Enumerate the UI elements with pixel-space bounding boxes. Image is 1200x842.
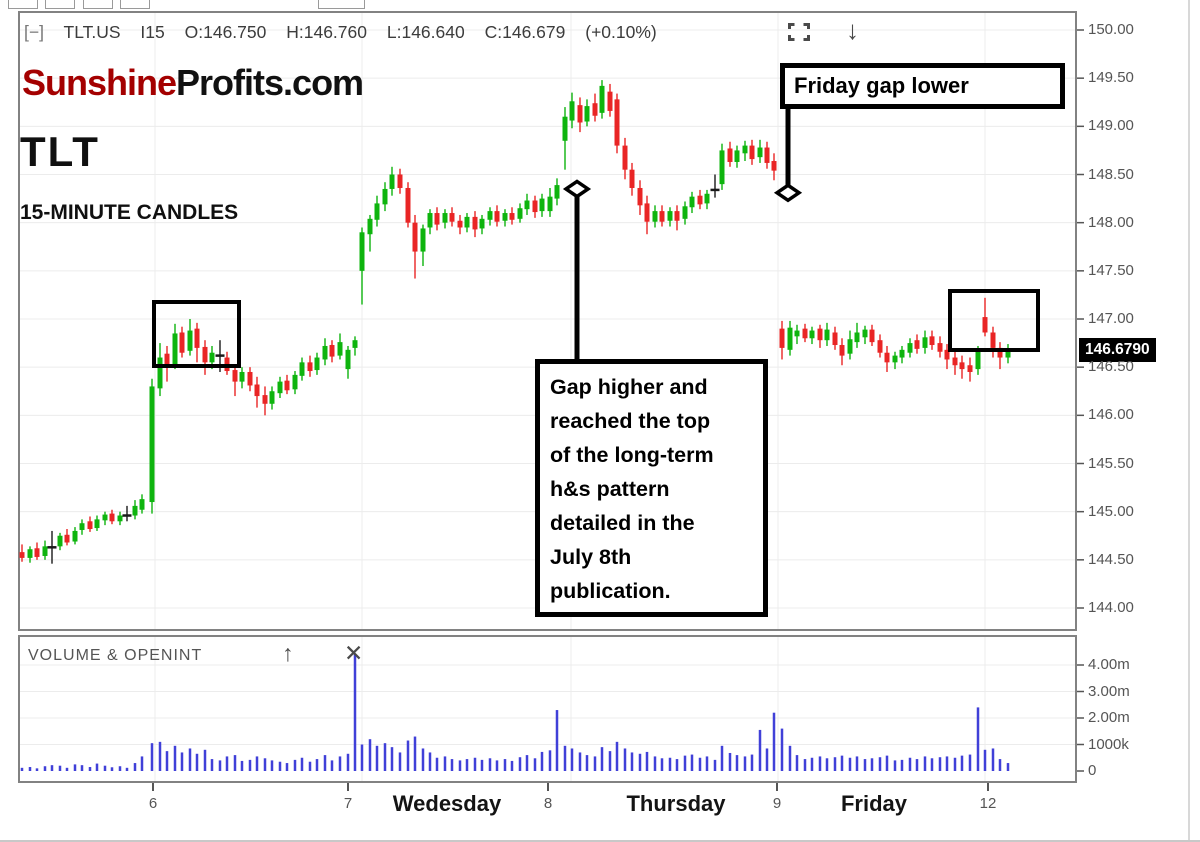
day-name-label: Thursday: [626, 791, 726, 816]
price-axis-label: 144.00: [1088, 599, 1134, 616]
gap-higher-annotation: Gap higher and reached the top of the lo…: [535, 359, 768, 617]
low-value: L:146.640: [386, 22, 465, 42]
cutoff-tab[interactable]: [120, 0, 150, 9]
price-axis-label: 150.00: [1088, 21, 1134, 38]
chart-type-subtitle: 15-MINUTE CANDLES: [20, 201, 239, 224]
close-value: C:146.679: [484, 22, 566, 42]
volume-axis-label: 2.00m: [1088, 709, 1130, 726]
ohlc-header: [−] TLT.US I15 O:146.750 H:146.760 L:146…: [24, 22, 672, 43]
scroll-down-arrow-icon[interactable]: ↓: [846, 15, 859, 45]
price-axis-label: 147.50: [1088, 261, 1134, 279]
volume-axis-label: 3.00m: [1088, 682, 1130, 700]
right-edge-divider: [1188, 0, 1190, 842]
time-axis-tick-label: 9: [772, 795, 782, 812]
price-axis-label: 146.00: [1088, 406, 1134, 424]
price-axis-label: 147.00: [1088, 310, 1134, 327]
highlight-rectangle: [948, 289, 1040, 352]
time-axis-tick-label: 12: [979, 795, 997, 812]
volume-axis-label: 0: [1088, 762, 1097, 779]
volume-axis-label: 1000k: [1088, 735, 1129, 753]
volume-pane-title: VOLUME & OPENINT: [28, 647, 203, 664]
price-axis-label: 148.00: [1088, 213, 1134, 231]
cutoff-tab[interactable]: [8, 0, 38, 9]
brand-logo: SunshineProfits.com: [22, 62, 364, 104]
day-name-label: Friday: [840, 791, 908, 816]
open-value: O:146.750: [184, 22, 267, 42]
close-pane-icon[interactable]: ✕: [344, 640, 364, 666]
bottom-edge-divider: [0, 840, 1200, 842]
friday-gap-annotation: Friday gap lower: [780, 63, 1065, 109]
cutoff-tab[interactable]: [83, 0, 113, 9]
time-axis-tick-label: 7: [343, 795, 353, 812]
price-axis-label: 149.00: [1088, 117, 1134, 135]
volume-pane-canvas[interactable]: [18, 635, 1077, 783]
highlight-rectangle: [152, 300, 241, 368]
symbol-label: TLT.US: [63, 22, 121, 42]
price-axis-label: 146.50: [1088, 358, 1134, 376]
last-price-badge: 146.6790: [1079, 338, 1156, 362]
brand-logo-profits: Profits.com: [176, 62, 364, 103]
high-value: H:146.760: [286, 22, 367, 42]
time-axis-tick-label: 6: [148, 795, 158, 812]
price-axis-label: 145.50: [1088, 454, 1134, 472]
expand-pane-arrow-icon[interactable]: ↑: [282, 640, 294, 666]
fullscreen-icon[interactable]: [788, 23, 810, 41]
change-percent: (+0.10%): [585, 22, 657, 42]
brand-logo-sunshine: Sunshine: [22, 62, 177, 103]
price-axis-label: 144.50: [1088, 550, 1134, 568]
cutoff-tab[interactable]: [318, 0, 365, 9]
time-axis-tick-label: 8: [543, 795, 553, 812]
price-axis-label: 148.50: [1088, 165, 1134, 183]
volume-axis-label: 4.00m: [1088, 656, 1130, 673]
interval-label: I15: [140, 22, 165, 42]
collapse-pane-button[interactable]: [−]: [24, 22, 44, 42]
day-name-label: Wedesday: [392, 791, 502, 816]
cutoff-tab[interactable]: [45, 0, 75, 9]
price-axis-label: 149.50: [1088, 69, 1134, 87]
ticker-title: TLT: [20, 128, 100, 175]
price-axis-label: 145.00: [1088, 502, 1134, 520]
